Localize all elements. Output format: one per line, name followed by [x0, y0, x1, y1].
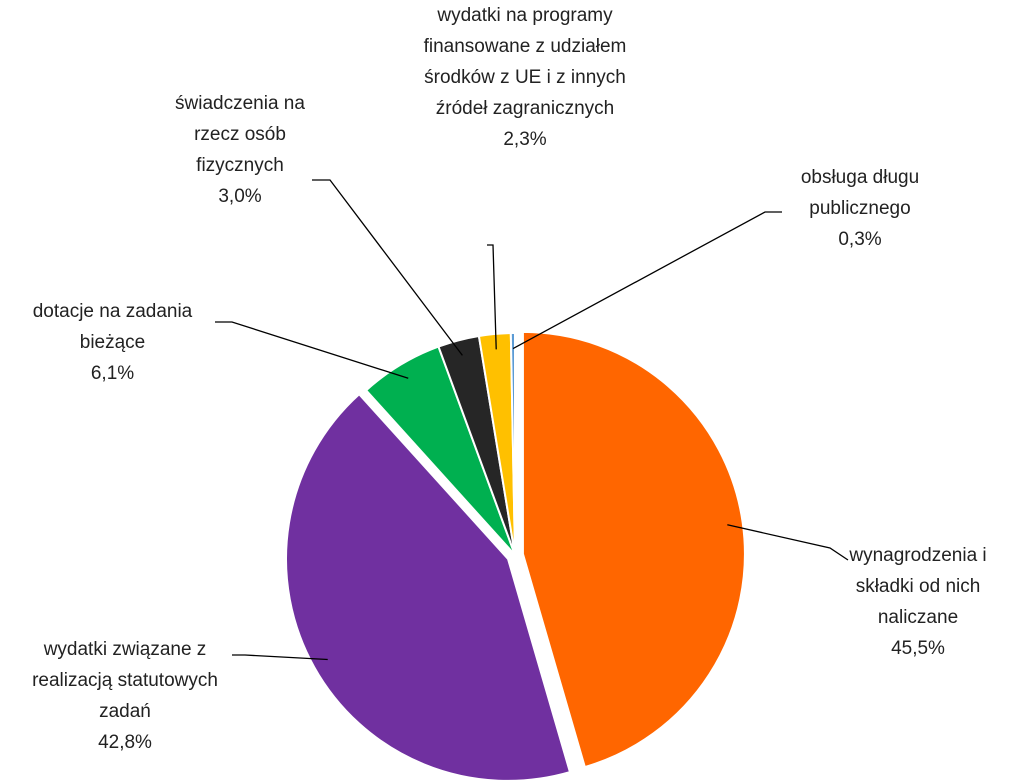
pie-slice — [521, 330, 746, 769]
category-label: obsługa długu publicznego — [800, 167, 920, 219]
leader-line — [312, 179, 463, 356]
pie-slice — [285, 392, 572, 781]
value-label: 2,3% — [503, 129, 547, 150]
slice-label: świadczenia na rzecz osób fizycznych 3,0% — [150, 88, 330, 212]
leader-line — [512, 211, 782, 350]
leader-line — [487, 244, 497, 350]
value-label: 42,8% — [98, 732, 152, 753]
slice-label: dotacje na zadania bieżące 6,1% — [5, 296, 220, 389]
category-label: wydatki związane z realizacją statutowyc… — [32, 639, 218, 722]
pie-slice — [509, 331, 516, 556]
leader-line — [727, 524, 849, 561]
value-label: 45,5% — [891, 638, 945, 659]
category-label: wydatki na programy finansowane z udział… — [423, 5, 627, 119]
value-label: 0,3% — [838, 229, 882, 250]
slice-label: wydatki na programy finansowane z udział… — [410, 0, 640, 155]
slice-label: obsługa długu publicznego 0,3% — [770, 162, 950, 255]
leader-line — [215, 321, 409, 379]
slice-label: wynagrodzenia i składki od nich naliczan… — [833, 540, 1003, 664]
slice-label: wydatki związane z realizacją statutowyc… — [15, 634, 235, 758]
value-label: 6,1% — [90, 363, 135, 384]
value-label: 3,0% — [218, 186, 262, 207]
category-label: dotacje na zadania bieżące — [32, 301, 193, 353]
category-label: świadczenia na rzecz osób fizycznych — [175, 93, 305, 176]
category-label: wynagrodzenia i składki od nich naliczan… — [849, 545, 987, 628]
leader-line — [232, 654, 328, 661]
